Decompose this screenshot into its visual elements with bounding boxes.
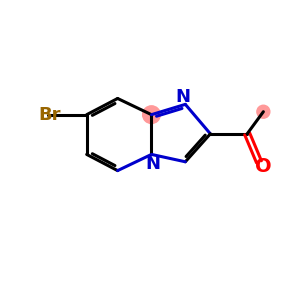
Text: O: O [255,157,272,176]
Text: N: N [146,155,160,173]
Text: N: N [175,88,190,106]
Circle shape [142,106,160,124]
Circle shape [257,105,270,118]
Text: Br: Br [39,106,61,124]
